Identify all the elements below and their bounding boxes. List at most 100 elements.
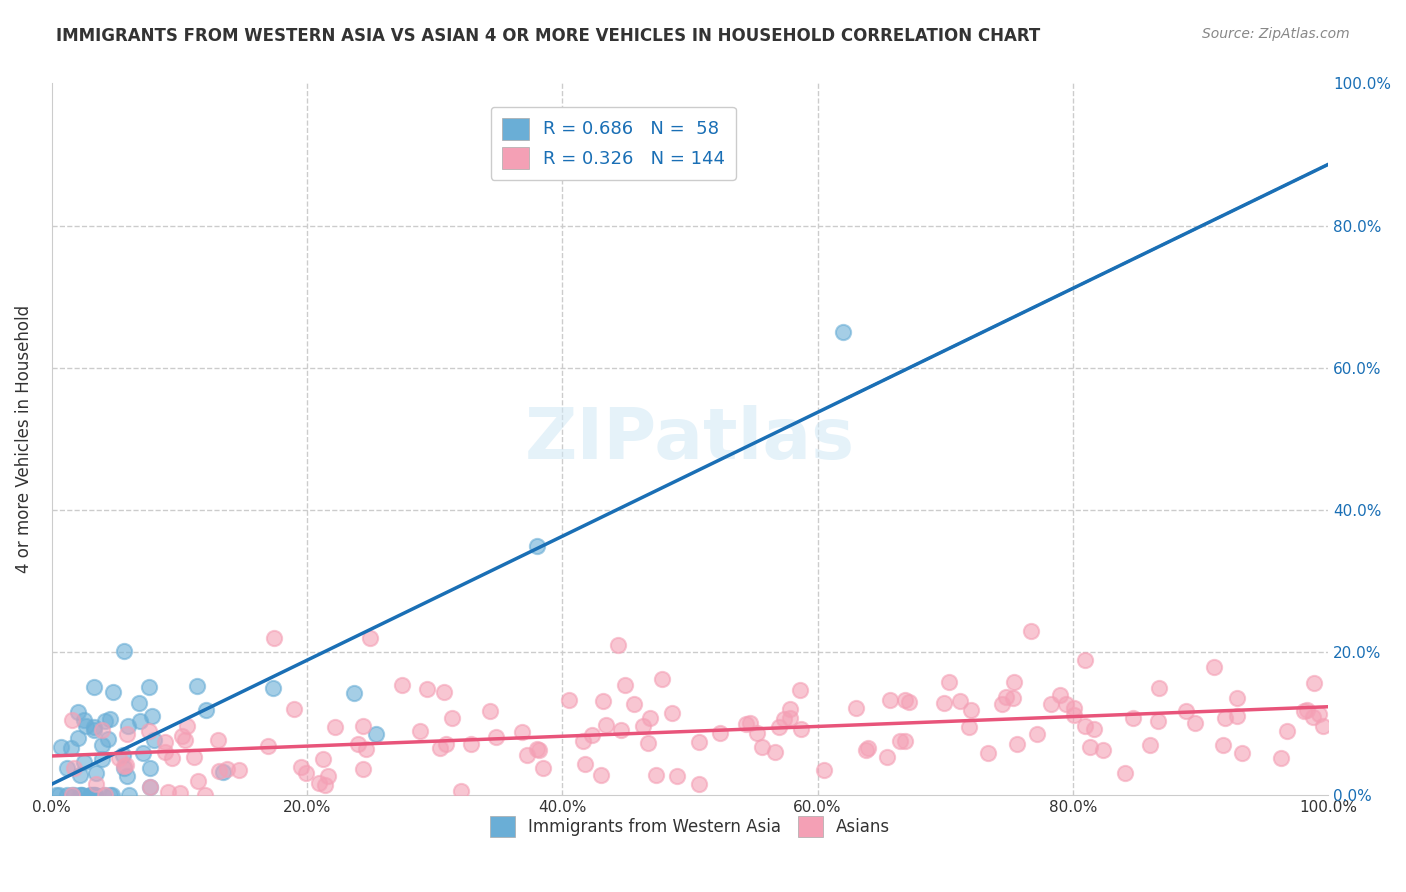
- Point: [262, 681, 284, 696]
- Point: [779, 711, 801, 725]
- Point: [174, 733, 197, 747]
- Point: [139, 780, 162, 794]
- Point: [751, 739, 773, 754]
- Point: [94, 714, 117, 728]
- Point: [1147, 681, 1170, 696]
- Point: [1074, 719, 1097, 733]
- Point: [138, 681, 160, 695]
- Point: [898, 695, 921, 709]
- Point: [1091, 743, 1114, 757]
- Point: [295, 766, 318, 780]
- Point: [1184, 715, 1206, 730]
- Point: [84, 788, 107, 802]
- Point: [69, 768, 91, 782]
- Point: [1212, 738, 1234, 752]
- Point: [879, 693, 901, 707]
- Point: [450, 784, 472, 798]
- Point: [688, 735, 710, 749]
- Point: [73, 755, 96, 769]
- Point: [60, 788, 83, 802]
- Point: [960, 703, 983, 717]
- Point: [79, 788, 101, 802]
- Point: [991, 698, 1014, 712]
- Point: [129, 714, 152, 729]
- Point: [631, 719, 654, 733]
- Point: [1226, 691, 1249, 706]
- Point: [779, 702, 801, 716]
- Point: [893, 693, 915, 707]
- Point: [735, 717, 758, 731]
- Point: [640, 710, 662, 724]
- Point: [592, 694, 614, 708]
- Point: [314, 778, 336, 792]
- Point: [79, 788, 101, 802]
- Point: [160, 751, 183, 765]
- Point: [1230, 746, 1253, 760]
- Point: [98, 712, 121, 726]
- Point: [308, 776, 330, 790]
- Point: [938, 674, 960, 689]
- Point: [70, 788, 93, 802]
- Point: [1139, 738, 1161, 752]
- Point: [263, 632, 285, 646]
- Point: [832, 326, 855, 340]
- Legend: Immigrants from Western Asia, Asians: Immigrants from Western Asia, Asians: [484, 810, 897, 843]
- Point: [813, 764, 835, 778]
- Point: [485, 730, 508, 744]
- Point: [574, 756, 596, 771]
- Point: [666, 769, 689, 783]
- Point: [312, 752, 335, 766]
- Point: [49, 739, 72, 754]
- Point: [856, 740, 879, 755]
- Point: [661, 706, 683, 721]
- Point: [479, 705, 502, 719]
- Point: [1204, 660, 1226, 674]
- Point: [48, 788, 70, 802]
- Point: [316, 769, 339, 783]
- Point: [460, 737, 482, 751]
- Point: [176, 719, 198, 733]
- Point: [409, 723, 432, 738]
- Point: [745, 726, 768, 740]
- Point: [114, 644, 136, 658]
- Point: [60, 740, 83, 755]
- Point: [1302, 710, 1324, 724]
- Point: [73, 713, 96, 727]
- Point: [977, 746, 1000, 760]
- Point: [90, 723, 112, 737]
- Point: [141, 708, 163, 723]
- Point: [1312, 719, 1334, 733]
- Point: [101, 685, 124, 699]
- Point: [115, 769, 138, 783]
- Point: [98, 788, 121, 802]
- Point: [429, 740, 451, 755]
- Point: [994, 690, 1017, 704]
- Point: [75, 719, 97, 733]
- Point: [1292, 705, 1315, 719]
- Point: [740, 716, 762, 731]
- Point: [56, 761, 79, 775]
- Point: [139, 780, 162, 794]
- Point: [531, 761, 554, 775]
- Point: [613, 678, 636, 692]
- Point: [187, 773, 209, 788]
- Point: [112, 759, 135, 773]
- Point: [1021, 624, 1043, 639]
- Point: [117, 719, 139, 733]
- Point: [688, 777, 710, 791]
- Point: [957, 721, 980, 735]
- Point: [143, 733, 166, 747]
- Point: [128, 696, 150, 710]
- Point: [610, 723, 633, 738]
- Point: [354, 742, 377, 756]
- Point: [91, 738, 114, 752]
- Point: [527, 743, 550, 757]
- Point: [93, 788, 115, 802]
- Point: [91, 752, 114, 766]
- Point: [1308, 707, 1330, 722]
- Point: [391, 678, 413, 692]
- Point: [115, 727, 138, 741]
- Point: [772, 712, 794, 726]
- Point: [323, 720, 346, 734]
- Point: [1303, 676, 1326, 690]
